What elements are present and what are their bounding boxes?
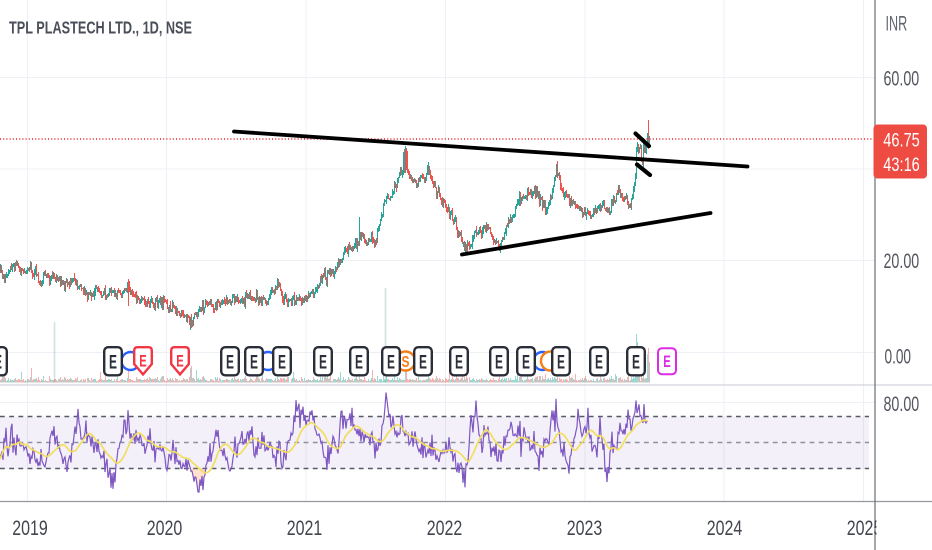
svg-text:E: E: [632, 353, 640, 374]
svg-text:E: E: [109, 353, 117, 374]
svg-text:E: E: [419, 353, 427, 374]
svg-text:E: E: [595, 353, 603, 374]
svg-text:60.00: 60.00: [884, 68, 920, 91]
svg-text:2019: 2019: [12, 517, 48, 540]
svg-text:E: E: [176, 353, 184, 371]
svg-text:80.00: 80.00: [884, 393, 920, 416]
svg-text:S: S: [402, 354, 410, 371]
svg-text:2023: 2023: [567, 517, 603, 540]
svg-text:2020: 2020: [147, 517, 183, 540]
svg-text:46.75: 46.75: [883, 130, 920, 152]
svg-text:E: E: [355, 353, 363, 374]
svg-text:INR: INR: [886, 13, 908, 36]
svg-text:E: E: [455, 353, 463, 374]
svg-text:E: E: [663, 353, 671, 371]
svg-text:E: E: [319, 353, 327, 374]
svg-text:E: E: [226, 353, 234, 374]
svg-text:E: E: [522, 353, 530, 374]
svg-text:2021: 2021: [287, 517, 323, 540]
svg-text:0.00: 0.00: [885, 346, 912, 369]
svg-text:E: E: [278, 353, 286, 374]
svg-text:E: E: [387, 353, 395, 374]
svg-text:E: E: [250, 353, 258, 374]
svg-text:TPL PLASTECH LTD., 1D, NSE: TPL PLASTECH LTD., 1D, NSE: [9, 18, 192, 38]
svg-text:E: E: [0, 353, 2, 374]
svg-text:2022: 2022: [427, 517, 463, 540]
svg-text:2025: 2025: [847, 517, 883, 540]
svg-text:E: E: [557, 353, 565, 374]
svg-text:20.00: 20.00: [884, 250, 920, 273]
svg-text:E: E: [495, 353, 503, 374]
svg-text:43:16: 43:16: [883, 154, 920, 176]
svg-text:2024: 2024: [707, 517, 743, 540]
svg-text:E: E: [139, 353, 147, 371]
